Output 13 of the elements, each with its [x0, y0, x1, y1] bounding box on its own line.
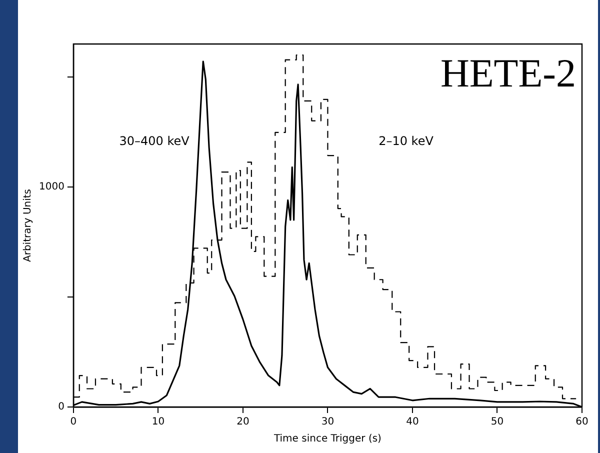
x-tick-label: 20: [236, 416, 250, 428]
x-tick-label: 50: [490, 416, 504, 428]
x-tick-label: 10: [152, 416, 165, 428]
annotation: HETE-2: [440, 50, 576, 96]
annotation: 2–10 keV: [378, 134, 434, 148]
x-tick-label: 60: [576, 416, 588, 428]
y-tick-label: 1000: [38, 182, 64, 193]
annotation: 30–400 keV: [119, 134, 190, 148]
x-tick-label: 40: [406, 416, 419, 428]
x-tick-label: 0: [70, 416, 77, 428]
y-axis-title: Arbitrary Units: [22, 188, 34, 262]
x-tick-label: 30: [321, 416, 334, 428]
x-axis-title: Time since Trigger (s): [272, 434, 382, 445]
